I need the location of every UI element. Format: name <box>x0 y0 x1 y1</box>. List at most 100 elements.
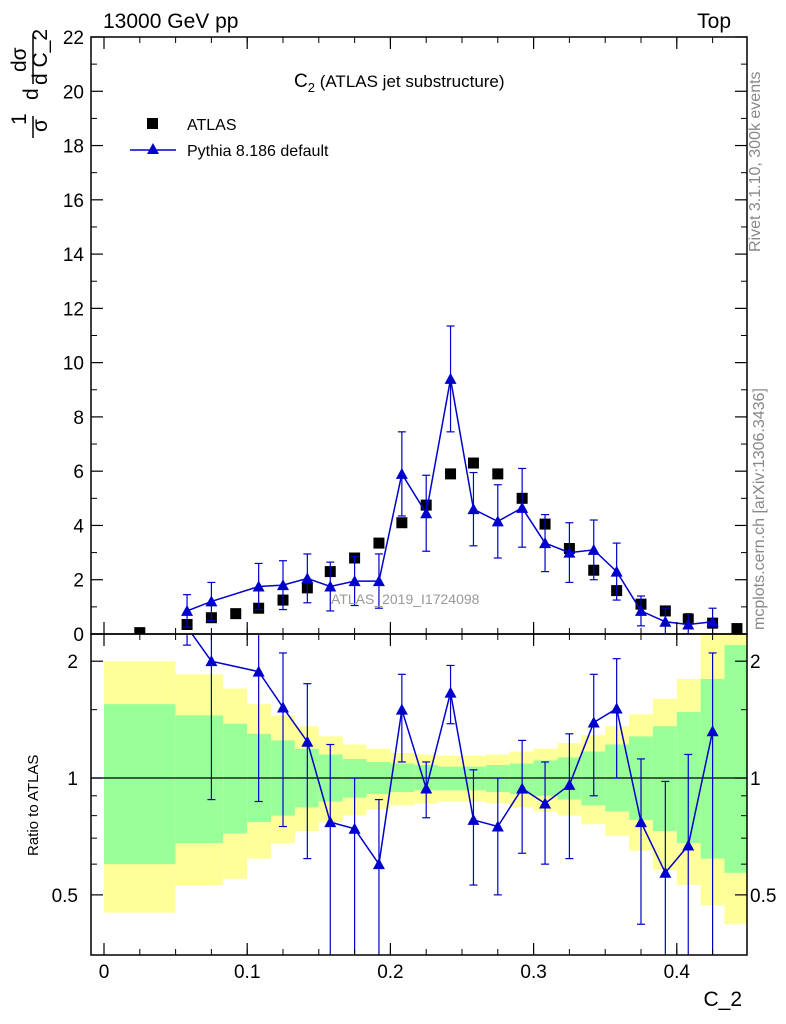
ratio-point <box>395 703 408 715</box>
pythia-point <box>301 572 314 584</box>
pythia-point <box>610 565 623 577</box>
x-axis-label: C_2 <box>703 988 742 1011</box>
mcplots-label: mcplots.cern.ch [arXiv:1306.3436] <box>751 388 768 630</box>
pythia-point <box>205 595 218 607</box>
ratio-point <box>706 725 719 737</box>
ratio-point <box>659 866 672 878</box>
atlas-point <box>230 608 242 620</box>
band-green <box>104 704 176 865</box>
xtick-label: 0.3 <box>520 962 546 983</box>
pythia-point <box>252 580 265 592</box>
pythia-point <box>539 537 552 549</box>
pythia-point <box>467 503 480 515</box>
pythia-point <box>324 580 337 592</box>
ratio-frame <box>90 633 748 956</box>
main-ytick-label: 8 <box>73 408 84 429</box>
ratio-point <box>277 701 289 713</box>
ratio-point <box>563 778 576 790</box>
pythia-line <box>186 378 713 626</box>
pythia-point <box>635 604 647 616</box>
ratio-line <box>191 634 714 875</box>
xtick-label: 0.1 <box>234 962 260 983</box>
pythia-point <box>587 543 600 555</box>
pythia-point <box>491 515 504 527</box>
main-ytick-label: 4 <box>73 516 84 537</box>
plot-title: C2 (ATLAS jet substructure) <box>294 71 505 95</box>
main-y-axis-label: dσ d C_2 1 σ d <box>8 29 52 138</box>
main-ytick-label: 22 <box>63 28 84 49</box>
main-ytick-label: 14 <box>63 245 85 266</box>
ratio-point <box>301 735 314 747</box>
pythia-point <box>516 501 529 513</box>
ratio-ytick-label: 2 <box>67 652 78 673</box>
ratio-point <box>682 839 695 851</box>
ratio-point <box>516 782 529 794</box>
ratio-point <box>348 822 361 834</box>
legend-atlas-marker <box>147 118 158 129</box>
legend: ATLAS Pythia 8.186 default <box>130 117 329 160</box>
ylabel-one: 1 <box>8 113 31 125</box>
pythia-point <box>706 615 719 627</box>
ratio-point <box>252 665 265 677</box>
xtick-label: 0 <box>99 962 110 983</box>
ratio-point <box>444 686 457 698</box>
ratio-y-label: Ratio to ATLAS <box>25 755 42 856</box>
main-ytick-label: 2 <box>73 571 84 592</box>
pythia-point <box>372 575 385 587</box>
ratio-ytick-label-right: 1 <box>750 769 761 790</box>
legend-atlas-label: ATLAS <box>187 117 237 134</box>
pythia-point <box>348 575 361 587</box>
rivet-label: Rivet 3.1.10, 300k events <box>747 71 764 252</box>
pythia-point <box>277 579 289 591</box>
atlas-point <box>396 517 408 529</box>
ratio-ytick-label: 1 <box>67 769 78 790</box>
ylabel-dsigma: dσ <box>8 47 31 72</box>
atlas-point <box>492 468 504 480</box>
ratio-point <box>635 816 647 828</box>
atlas-point <box>731 623 743 634</box>
atlas-point <box>445 468 457 480</box>
ratio-point <box>372 858 385 870</box>
main-ytick-label: 10 <box>63 354 84 375</box>
ratio-point <box>205 655 218 667</box>
band-green <box>652 726 677 832</box>
band-green <box>175 715 224 844</box>
ratio-marks <box>183 634 719 955</box>
ylabel-dc2: d C_2 <box>29 29 52 85</box>
ratio-ytick-label-right: 2 <box>750 652 761 673</box>
process-label: Top <box>697 10 731 33</box>
main-ytick-label: 0 <box>73 625 84 646</box>
ratio-point <box>420 782 433 794</box>
pythia-point <box>395 467 408 479</box>
pythia-point <box>563 546 576 558</box>
energy-label: 13000 GeV pp <box>103 10 238 33</box>
ratio-ytick-label-right: 0.5 <box>750 886 776 907</box>
pythia-point <box>659 615 672 627</box>
ylabel-d: d <box>20 88 43 100</box>
analysis-label: ATLAS_2019_I1724098 <box>331 591 480 607</box>
pythia-point <box>420 507 433 519</box>
ratio-ytick-label: 0.5 <box>52 886 78 907</box>
main-ytick-label: 16 <box>63 191 84 212</box>
main-marks <box>134 325 743 634</box>
main-ytick-label: 18 <box>63 137 84 158</box>
atlas-point <box>373 537 385 549</box>
ratio-point <box>587 716 600 728</box>
ratio-point <box>324 816 337 828</box>
ratio-point <box>491 820 504 832</box>
ylabel-sigma: σ <box>29 119 52 132</box>
main-ytick-label: 6 <box>73 462 84 483</box>
legend-pythia-label: Pythia 8.186 default <box>187 143 329 160</box>
pythia-point <box>682 618 695 630</box>
ratio-point <box>610 702 623 714</box>
xtick-label: 0.2 <box>377 962 403 983</box>
pythia-point <box>181 604 194 616</box>
ratio-point <box>539 797 552 809</box>
main-ytick-label: 12 <box>63 299 84 320</box>
atlas-point <box>467 457 479 469</box>
legend-pythia-marker <box>147 143 159 154</box>
main-ytick-label: 20 <box>63 82 84 103</box>
ratio-point <box>467 813 480 825</box>
